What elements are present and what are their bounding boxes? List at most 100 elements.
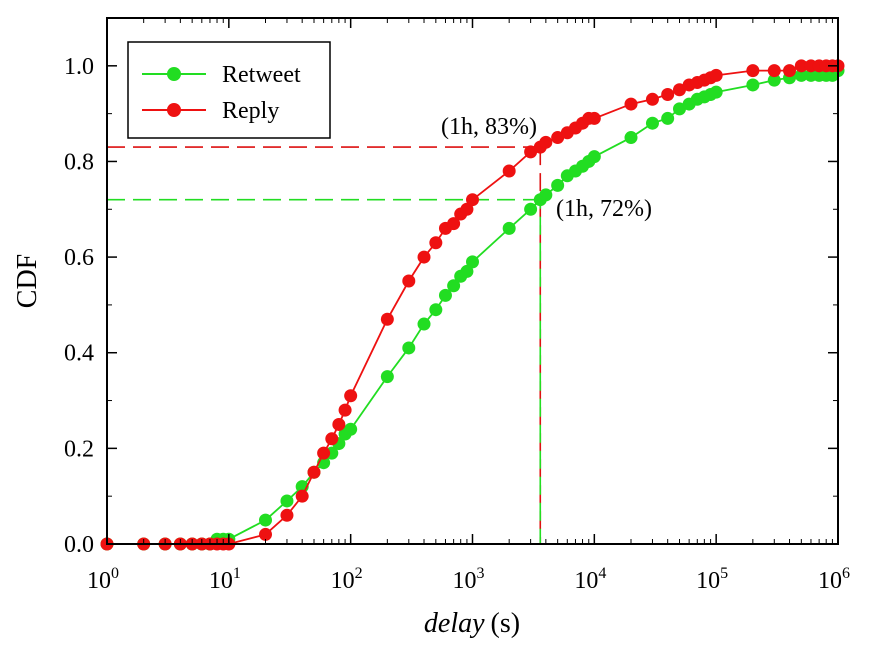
- y-tick-label: 1.0: [64, 54, 94, 80]
- x-tick-label: 101: [209, 565, 241, 594]
- y-axis-label: CDF: [12, 254, 43, 308]
- series-reply-point-13: [307, 465, 321, 479]
- annotations: (1h, 83%) (1h, 72%): [441, 114, 652, 222]
- axis-ticks: [106, 17, 839, 545]
- reference-lines: [107, 146, 542, 544]
- series-reply-point-28: [502, 164, 516, 178]
- y-tick-label: 0.0: [64, 532, 94, 558]
- legend-box: [127, 41, 331, 139]
- legend-reply-label: Reply: [222, 98, 279, 124]
- series-reply-point-37: [587, 111, 601, 125]
- series-reply-point-39: [645, 92, 659, 106]
- x-tick-label: 103: [453, 565, 485, 594]
- series-retweet-point-48: [767, 73, 781, 87]
- series-reply-point-47: [746, 64, 760, 78]
- series-reply-point-32: [551, 131, 565, 145]
- series-reply-point-46: [709, 68, 723, 82]
- series-retweet-point-41: [672, 102, 686, 116]
- x-tick-base: 10: [453, 568, 477, 594]
- legend-retweet-marker: [167, 67, 181, 81]
- series-reply-point-11: [280, 508, 294, 522]
- x-tick-label: 100: [87, 565, 119, 594]
- x-tick-base: 10: [209, 568, 233, 594]
- series-retweet-point-18: [344, 422, 358, 436]
- x-tick-exponent: 0: [111, 565, 119, 582]
- x-tick-base: 10: [87, 568, 111, 594]
- series-reply-point-22: [429, 236, 443, 250]
- series-reply-point-21: [417, 250, 431, 264]
- x-tick-base: 10: [696, 568, 720, 594]
- series-retweet-point-19: [380, 370, 394, 384]
- series-retweet-point-31: [539, 188, 553, 202]
- x-tick-label: 106: [818, 565, 850, 594]
- annotation-reply: (1h, 83%): [441, 114, 537, 140]
- series-reply-point-10: [259, 527, 273, 541]
- x-tick-exponent: 6: [842, 565, 850, 582]
- x-axis-label-unit: (s): [491, 608, 521, 639]
- series-reply-point-19: [380, 312, 394, 326]
- y-tick-label: 0.4: [64, 341, 94, 367]
- series-retweet-point-24: [447, 279, 461, 293]
- series-reply-point-20: [402, 274, 416, 288]
- x-tick-base: 10: [818, 568, 842, 594]
- series-reply-point-31: [539, 135, 553, 149]
- series-retweet-point-10: [259, 513, 273, 527]
- series-retweet-line: [107, 69, 839, 545]
- series-reply-point-49: [783, 64, 797, 78]
- series-reply-point-14: [317, 446, 331, 460]
- x-tick-exponent: 1: [233, 565, 241, 582]
- series-reply-point-38: [624, 97, 638, 111]
- series-retweet-point-47: [746, 78, 760, 92]
- x-tick-exponent: 4: [598, 565, 606, 582]
- series-reply-point-12: [295, 489, 309, 503]
- series-reply-point-41: [672, 83, 686, 97]
- annotation-retweet: (1h, 72%): [556, 196, 652, 222]
- x-axis-label-italic: delay: [424, 608, 485, 639]
- series-retweet-point-28: [502, 221, 516, 235]
- series-retweet-point-40: [661, 111, 675, 125]
- series-reply-point-27: [466, 193, 479, 207]
- legend: Retweet Reply: [127, 41, 331, 139]
- series-retweet-point-32: [551, 178, 565, 192]
- series-retweet-point-38: [624, 131, 638, 145]
- series-retweet-point-29: [524, 202, 538, 216]
- series-reply-point-40: [661, 88, 675, 102]
- series-reply-point-18: [344, 389, 358, 403]
- x-tick-label: 105: [696, 565, 728, 594]
- series-reply-point-17: [338, 403, 352, 417]
- series-retweet-point-26: [460, 264, 474, 278]
- series-retweet-point-22: [429, 303, 443, 317]
- x-tick-label: 102: [331, 565, 363, 594]
- series-retweet-point-20: [402, 341, 416, 355]
- series-layer: [100, 59, 845, 551]
- series-reply-point-15: [325, 432, 339, 446]
- y-tick-label: 0.6: [64, 245, 94, 271]
- series-retweet-point-50: [794, 68, 808, 82]
- series-reply-point-16: [332, 417, 346, 431]
- x-tick-base: 10: [574, 568, 598, 594]
- series-reply-point-26: [460, 202, 474, 216]
- x-tick-base: 10: [331, 568, 355, 594]
- x-axis-label: delay (s): [424, 608, 520, 639]
- series-retweet-point-23: [438, 288, 452, 302]
- x-tick-exponent: 2: [355, 565, 363, 582]
- x-tick-exponent: 5: [720, 565, 728, 582]
- series-retweet-point-27: [466, 255, 479, 269]
- y-tick-label: 0.2: [64, 436, 94, 462]
- series-reply-point-48: [767, 64, 781, 78]
- series-reply-point-24: [447, 217, 461, 231]
- series-reply-point-50: [794, 59, 808, 73]
- legend-retweet-label: Retweet: [222, 62, 301, 88]
- y-tick-label: 0.8: [64, 149, 94, 175]
- x-tick-label: 104: [574, 565, 606, 594]
- series-retweet-point-37: [587, 150, 601, 164]
- x-tick-exponent: 3: [477, 565, 485, 582]
- legend-reply-marker: [167, 103, 181, 117]
- series-retweet-point-46: [709, 85, 723, 99]
- series-retweet-point-39: [645, 116, 659, 130]
- series-retweet-point-21: [417, 317, 431, 331]
- series-reply-point-29: [524, 145, 538, 159]
- series-retweet-point-11: [280, 494, 294, 508]
